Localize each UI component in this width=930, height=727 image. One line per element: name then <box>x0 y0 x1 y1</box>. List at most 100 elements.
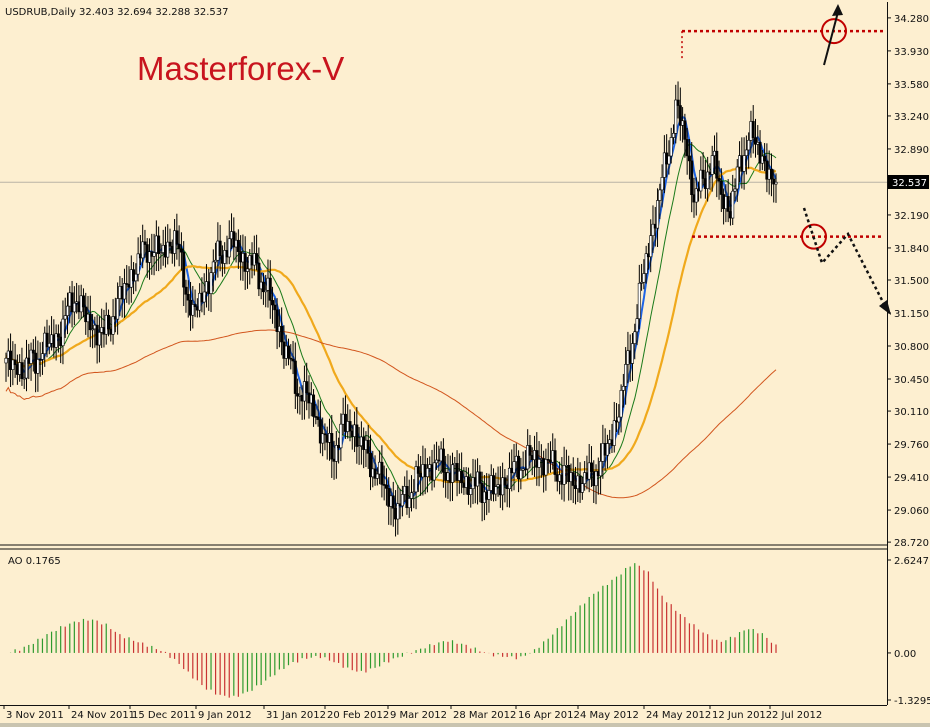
current-price-badge <box>888 175 929 189</box>
candle-body <box>441 448 445 473</box>
candle-body <box>753 137 757 145</box>
candle-body <box>733 188 737 192</box>
price-tick-label: 31.150 <box>894 309 929 320</box>
candle-body <box>186 293 190 301</box>
candle-body <box>375 473 379 479</box>
time-tick-label: 24 May 2012 <box>646 710 711 721</box>
candle-body <box>683 120 687 140</box>
candle-body <box>512 461 516 474</box>
candle-body <box>293 360 297 394</box>
price-tick-label: 31.840 <box>894 244 929 255</box>
time-tick-label: 3 Nov 2011 <box>6 710 64 721</box>
candle-body <box>40 353 44 360</box>
candle-body <box>694 188 698 203</box>
candle-body <box>416 466 420 474</box>
bearish-forecast-path <box>802 207 887 307</box>
candle-body <box>63 315 67 320</box>
candle-body <box>717 177 721 182</box>
candle-body <box>580 483 584 493</box>
candle-body <box>642 273 646 283</box>
candle-body <box>348 421 352 432</box>
candle-body <box>257 262 261 290</box>
candle-body <box>275 309 279 332</box>
candle-body <box>339 423 343 449</box>
candle-body <box>380 461 384 485</box>
candle-body <box>318 419 322 444</box>
candle-body <box>571 472 575 486</box>
candle-body <box>758 142 762 164</box>
candle-body <box>715 150 719 179</box>
candle-body <box>29 349 33 364</box>
moving-average-line <box>5 143 777 500</box>
candle-body <box>261 281 265 293</box>
candle-body <box>56 333 60 338</box>
candle-body <box>4 357 8 364</box>
moving-average-line <box>5 166 777 484</box>
bullish-arrow-head <box>832 4 843 16</box>
candle-body <box>273 304 277 311</box>
candle-body <box>66 305 70 316</box>
candle-body <box>245 268 249 272</box>
candle-body <box>312 394 316 417</box>
candle-body <box>519 469 523 480</box>
candle-body <box>630 343 634 364</box>
candle-body <box>410 492 414 499</box>
candle-body <box>553 450 557 475</box>
candle-body <box>621 386 625 391</box>
candle-body <box>774 181 778 185</box>
candle-body <box>599 461 603 477</box>
candle-body <box>772 178 776 185</box>
candle-body <box>291 358 295 362</box>
candle-body <box>211 261 215 274</box>
candle-body <box>478 471 482 484</box>
candle-body <box>523 468 527 471</box>
candle-body <box>45 332 49 348</box>
candle-body <box>111 316 115 335</box>
candle-body <box>407 498 411 509</box>
candle-body <box>368 453 372 478</box>
candle-body <box>81 295 85 308</box>
candle-body <box>501 477 505 496</box>
candle-body <box>435 459 439 464</box>
candle-body <box>667 155 671 165</box>
candle-body <box>384 484 388 489</box>
candle-body <box>731 190 735 219</box>
ao-axis: 2.6247 0.00 -1.3295 <box>887 556 930 707</box>
time-tick-label: 4 May 2012 <box>580 710 639 721</box>
candle-body <box>405 486 409 509</box>
breakout-up-circle <box>821 18 847 45</box>
candle-body <box>624 364 628 387</box>
ao-tick-label: 2.6247 <box>894 556 929 567</box>
candle-body <box>264 290 268 293</box>
candle-body <box>651 223 655 236</box>
chart-symbol: USDRUB,Daily <box>5 7 76 18</box>
candle-body <box>232 231 236 248</box>
candle-body <box>517 455 521 480</box>
candle-body <box>227 238 231 258</box>
candle-body <box>742 155 746 172</box>
candle-body <box>660 177 664 191</box>
candle-body <box>701 169 705 179</box>
candle-body <box>494 486 498 495</box>
candle-body <box>690 160 694 195</box>
time-tick-label: 20 Feb 2012 <box>327 710 389 721</box>
candle-body <box>400 494 404 507</box>
candle-body <box>594 471 598 487</box>
candle-body <box>218 240 222 256</box>
price-tick-label: 29.760 <box>894 440 929 451</box>
candle-body <box>255 253 259 264</box>
candle-body <box>619 390 623 418</box>
chart-ohlc: 32.403 32.694 32.288 32.537 <box>79 7 229 18</box>
time-tick-label: 24 Nov 2011 <box>71 710 135 721</box>
ao-tick-label: -1.3295 <box>894 696 930 707</box>
candle-body <box>88 313 92 331</box>
candle-body <box>685 139 689 157</box>
moving-averages <box>5 115 777 508</box>
candle-body <box>70 292 74 313</box>
price-tick-label: 32.190 <box>894 211 929 222</box>
candle-body <box>316 416 320 420</box>
candle-body <box>47 343 51 348</box>
candle-body <box>492 475 496 495</box>
